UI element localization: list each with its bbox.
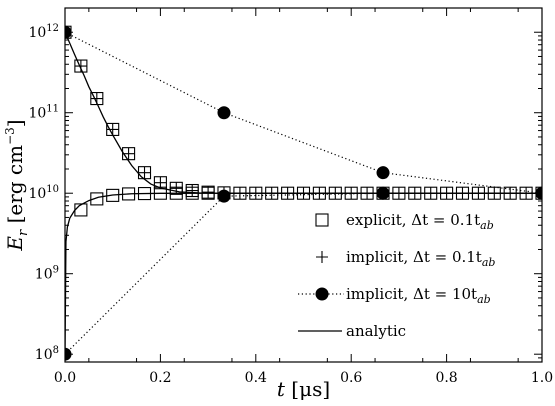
- legend-item-0: explicit, Δt = 0.1tab: [315, 211, 494, 232]
- legend-item-3: analytic: [298, 322, 406, 340]
- legend-marker-0: [315, 213, 329, 227]
- x-tick-label-5: 1.0: [531, 370, 553, 386]
- legend: explicit, Δt = 0.1tab implicit, Δt = 0.1t…: [298, 211, 495, 340]
- series-2: [65, 26, 542, 200]
- data-point-1-1: [90, 192, 104, 206]
- legend-label-2: implicit, Δt = 10tab: [346, 285, 491, 306]
- y-tick-label-0: 108: [35, 345, 59, 363]
- series-5: [65, 31, 542, 194]
- legend-marker-1: [316, 251, 328, 263]
- series-1: [74, 186, 215, 217]
- data-point-4-1: [217, 189, 231, 203]
- x-tick-label-0: 0.0: [54, 370, 76, 386]
- data-point-2-3: [106, 123, 119, 136]
- plot-inner: [65, 25, 542, 361]
- data-point-2-4: [122, 147, 135, 160]
- data-point-1-0: [74, 203, 88, 217]
- data-point-2-7: [170, 182, 183, 195]
- legend-label-3: analytic: [346, 322, 406, 340]
- x-tick-label-1: 0.2: [149, 370, 171, 386]
- series-0: [65, 25, 542, 200]
- data-point-3-1: [217, 106, 231, 120]
- y-tick-label-4: 1012: [28, 23, 59, 41]
- y-tick-label-3: 1011: [28, 104, 59, 122]
- data-point-2-8: [186, 184, 199, 197]
- x-axis-label: t [μs]: [277, 377, 330, 401]
- x-tick-label-2: 0.4: [245, 370, 267, 386]
- series-3: [65, 25, 542, 200]
- legend-label-1: implicit, Δt = 0.1tab: [346, 248, 495, 269]
- y-axis-label: Er [erg cm−3]: [3, 119, 31, 251]
- data-point-3-2: [376, 166, 390, 180]
- legend-marker-2: [315, 287, 329, 301]
- legend-label-0: explicit, Δt = 0.1tab: [346, 211, 494, 232]
- series-line-5: [65, 31, 542, 194]
- x-tick-label-3: 0.6: [340, 370, 362, 386]
- series-line-3: [65, 31, 542, 194]
- legend-item-1: implicit, Δt = 0.1tab: [316, 248, 495, 269]
- data-point-2-9: [202, 186, 215, 199]
- plot-frame: [64, 7, 543, 363]
- y-tick-label-2: 1010: [28, 184, 59, 202]
- axes: 0.0 0.2 0.4 0.6 0.8 1.0 108 109 1010 1011 1012 t [μ…: [3, 7, 553, 401]
- data-point-2-5: [138, 166, 151, 179]
- data-point-2-6: [154, 176, 167, 189]
- y-tick-label-1: 109: [35, 265, 59, 283]
- x-tick-label-4: 0.8: [435, 370, 457, 386]
- data-point-2-1: [74, 60, 87, 73]
- legend-item-2: implicit, Δt = 10tab: [298, 285, 491, 306]
- plot-area: [65, 25, 542, 361]
